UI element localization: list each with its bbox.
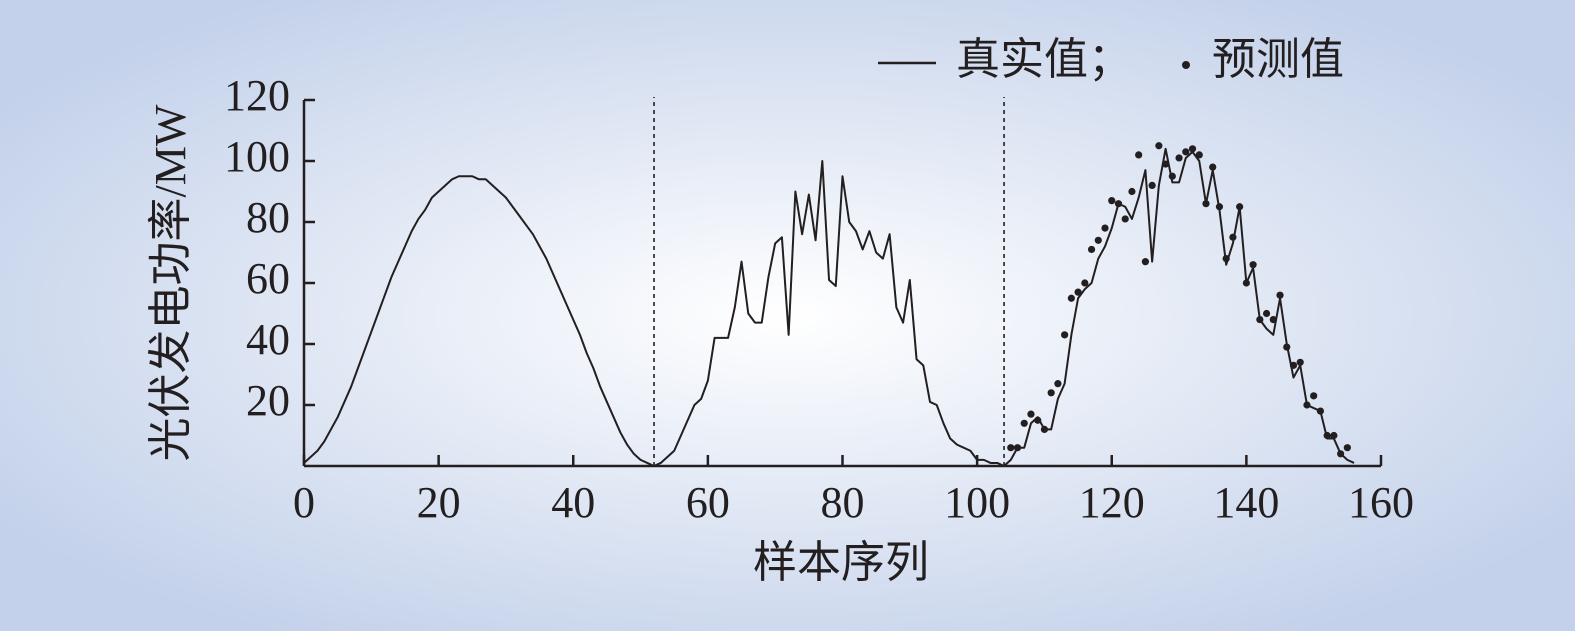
predicted-point bbox=[1135, 151, 1143, 159]
x-tick-label: 80 bbox=[821, 478, 865, 527]
y-tick-label: 120 bbox=[224, 71, 290, 120]
predicted-point bbox=[1121, 215, 1129, 223]
x-tick-label: 60 bbox=[686, 478, 730, 527]
predicted-point bbox=[1013, 444, 1022, 452]
predicted-point bbox=[1040, 425, 1049, 433]
x-tick-label: 160 bbox=[1348, 478, 1414, 527]
predicted-point bbox=[1222, 255, 1230, 263]
predicted-point bbox=[1249, 261, 1257, 269]
predicted-point bbox=[1054, 380, 1062, 388]
predicted-point bbox=[1316, 407, 1325, 415]
predicted-point bbox=[1296, 358, 1304, 366]
predicted-point bbox=[1108, 197, 1116, 205]
predicted-point bbox=[1020, 419, 1028, 427]
predicted-point bbox=[1128, 187, 1136, 196]
y-axis-label: 光伏发电功率/MW bbox=[146, 104, 195, 461]
predicted-point bbox=[1330, 431, 1338, 440]
y-tick-label: 100 bbox=[224, 132, 290, 181]
predicted-point bbox=[1242, 279, 1250, 287]
predicted-point bbox=[1175, 154, 1183, 162]
predicted-point bbox=[1283, 343, 1291, 351]
predicted-point bbox=[1182, 148, 1190, 156]
predicted-point bbox=[1007, 444, 1015, 452]
predicted-point bbox=[1209, 163, 1217, 171]
predicted-point bbox=[1087, 245, 1096, 254]
predicted-point bbox=[1155, 142, 1163, 150]
predicted-point bbox=[1188, 145, 1197, 153]
legend-dot bbox=[1182, 61, 1190, 69]
predicted-point bbox=[1061, 331, 1069, 339]
predicted-point bbox=[1114, 200, 1123, 208]
predicted-point bbox=[1101, 224, 1109, 232]
y-tick-label: 40 bbox=[246, 315, 290, 364]
x-axis-label: 样本序列 bbox=[753, 538, 929, 587]
predicted-point bbox=[1168, 172, 1176, 180]
predicted-point bbox=[1027, 410, 1035, 418]
predicted-point bbox=[1074, 288, 1082, 296]
predicted-point bbox=[1047, 389, 1055, 397]
predicted-point bbox=[1081, 279, 1089, 287]
y-tick-label: 80 bbox=[246, 193, 290, 242]
predicted-point bbox=[1343, 444, 1351, 452]
x-tick-label: 140 bbox=[1213, 478, 1279, 527]
predicted-point bbox=[1067, 294, 1075, 302]
predicted-point bbox=[1337, 450, 1345, 458]
x-tick-label: 0 bbox=[293, 478, 315, 527]
series-line bbox=[303, 147, 1355, 467]
y-tick-label: 20 bbox=[246, 376, 290, 425]
x-tick-label: 100 bbox=[944, 478, 1010, 527]
predicted-point bbox=[1094, 236, 1102, 244]
y-tick-label: 60 bbox=[246, 254, 290, 303]
predicted-point bbox=[1256, 316, 1264, 324]
predicted-point bbox=[1323, 431, 1331, 440]
predicted-point bbox=[1195, 151, 1203, 159]
x-tick-label: 20 bbox=[417, 478, 461, 527]
predicted-point bbox=[1229, 233, 1237, 241]
predicted-point bbox=[1310, 392, 1318, 400]
predicted-point bbox=[1141, 258, 1150, 266]
predicted-point bbox=[1162, 160, 1170, 168]
x-tick-label: 120 bbox=[1079, 478, 1145, 527]
predicted-point bbox=[1303, 401, 1311, 409]
legend-label: 真实值； bbox=[956, 35, 1132, 84]
predicted-point bbox=[1262, 309, 1271, 318]
predicted-point bbox=[1269, 316, 1277, 324]
predicted-point bbox=[1289, 361, 1298, 369]
predicted-point bbox=[1215, 203, 1224, 211]
predicted-point bbox=[1034, 416, 1042, 424]
legend-label: 预测值 bbox=[1212, 35, 1344, 84]
predicted-point bbox=[1276, 291, 1284, 299]
x-tick-label: 40 bbox=[551, 478, 595, 527]
predicted-point bbox=[1148, 181, 1156, 189]
predicted-point bbox=[1236, 203, 1244, 211]
predicted-point bbox=[1202, 200, 1210, 208]
